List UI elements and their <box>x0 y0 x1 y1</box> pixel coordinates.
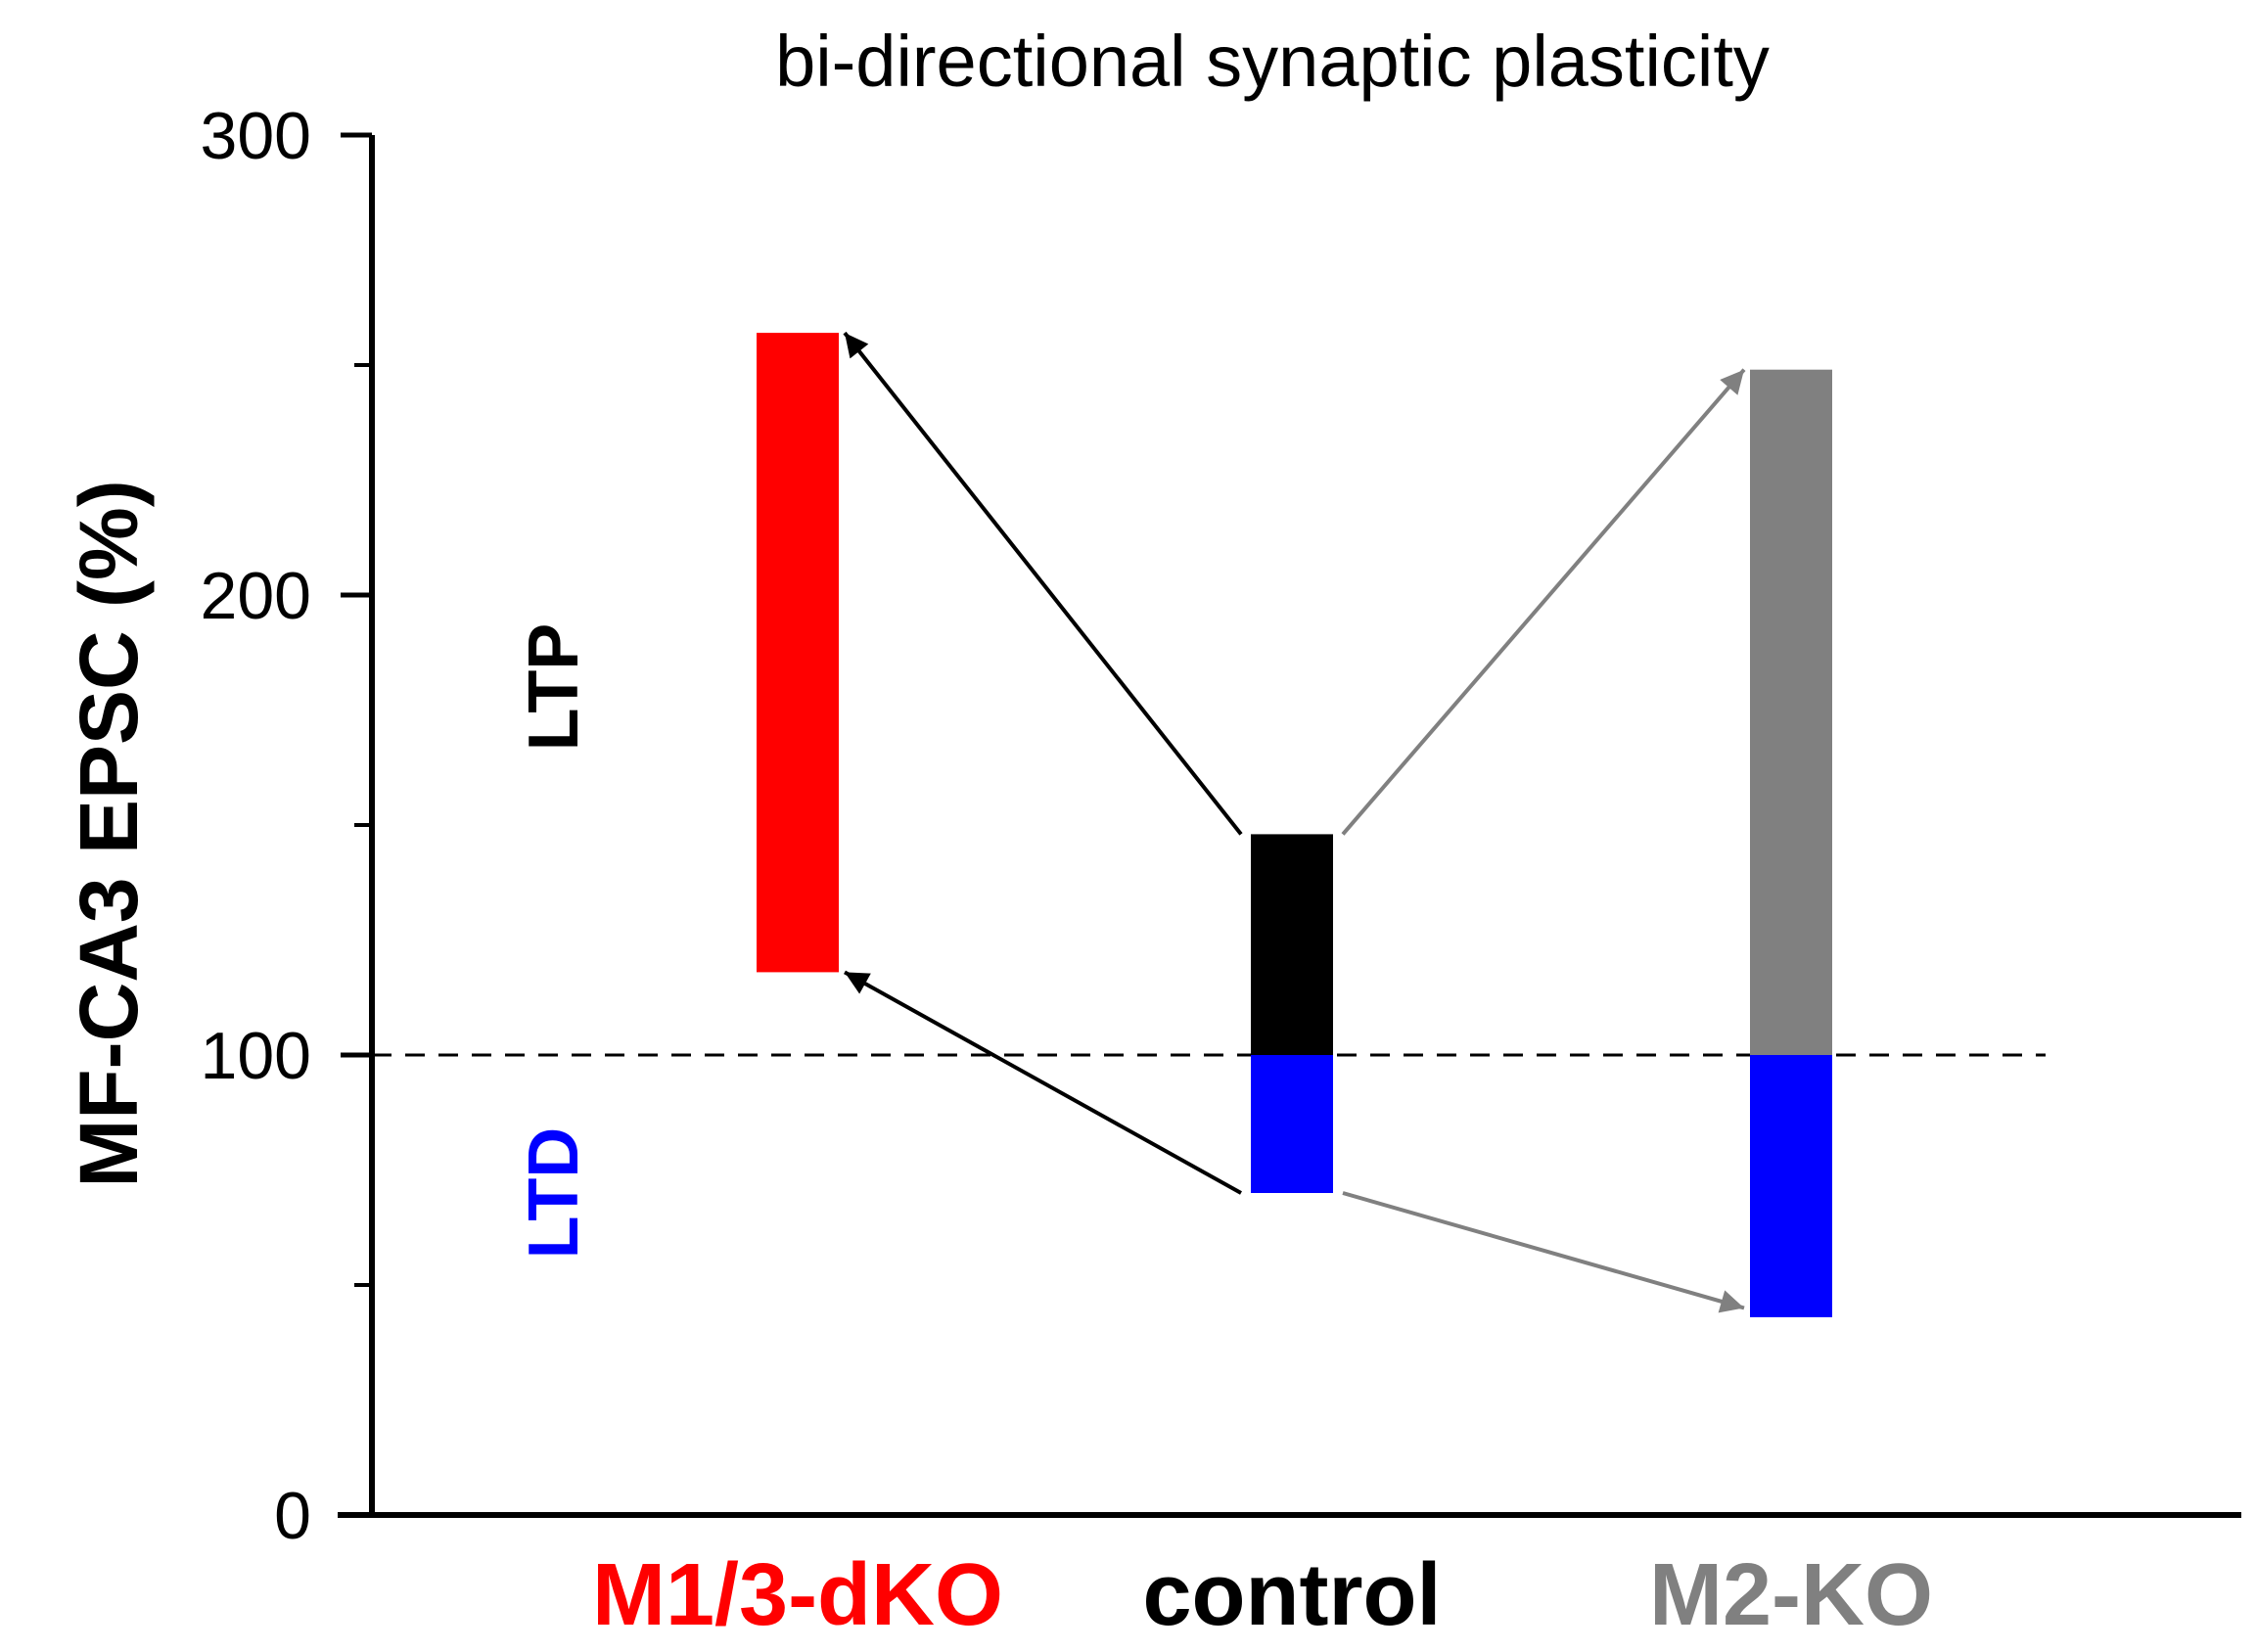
category-label-m1-3-dko: M1/3-dKO <box>592 1546 1003 1644</box>
arrow-1 <box>844 970 1242 1195</box>
y-tick-label-0: 0 <box>274 1479 311 1553</box>
region-label-ltd: LTD <box>515 1127 593 1260</box>
y-tick-label-3: 300 <box>201 99 311 173</box>
arrow-2 <box>1341 368 1746 836</box>
category-label-control: control <box>1143 1546 1442 1644</box>
y-axis-ticks: 0 100 200 300 <box>201 99 372 1553</box>
category-label-m2-ko: M2-KO <box>1649 1546 1933 1644</box>
arrow-3 <box>1342 1191 1745 1313</box>
y-tick-label-1: 100 <box>201 1019 311 1093</box>
bar-ltd-control <box>1251 1055 1333 1193</box>
y-tick-label-2: 200 <box>201 559 311 633</box>
arrow-0 <box>843 331 1243 836</box>
region-labels-group: LTP LTD <box>515 623 593 1260</box>
category-labels-group: M1/3-dKO control M2-KO <box>592 1546 1933 1644</box>
region-label-ltp: LTP <box>515 623 593 752</box>
bars-group <box>757 333 1832 1317</box>
arrows-group <box>843 331 1746 1313</box>
bar-ltp-m1-3-dko <box>757 333 839 973</box>
chart-title: bi-directional synaptic plasticity <box>775 21 1770 102</box>
y-axis-label: MF-CA3 EPSC (%) <box>63 480 155 1187</box>
bar-ltp-control <box>1251 834 1333 1055</box>
bar-ltp-m2-ko <box>1750 369 1832 1055</box>
bar-ltd-m2-ko <box>1750 1055 1832 1317</box>
